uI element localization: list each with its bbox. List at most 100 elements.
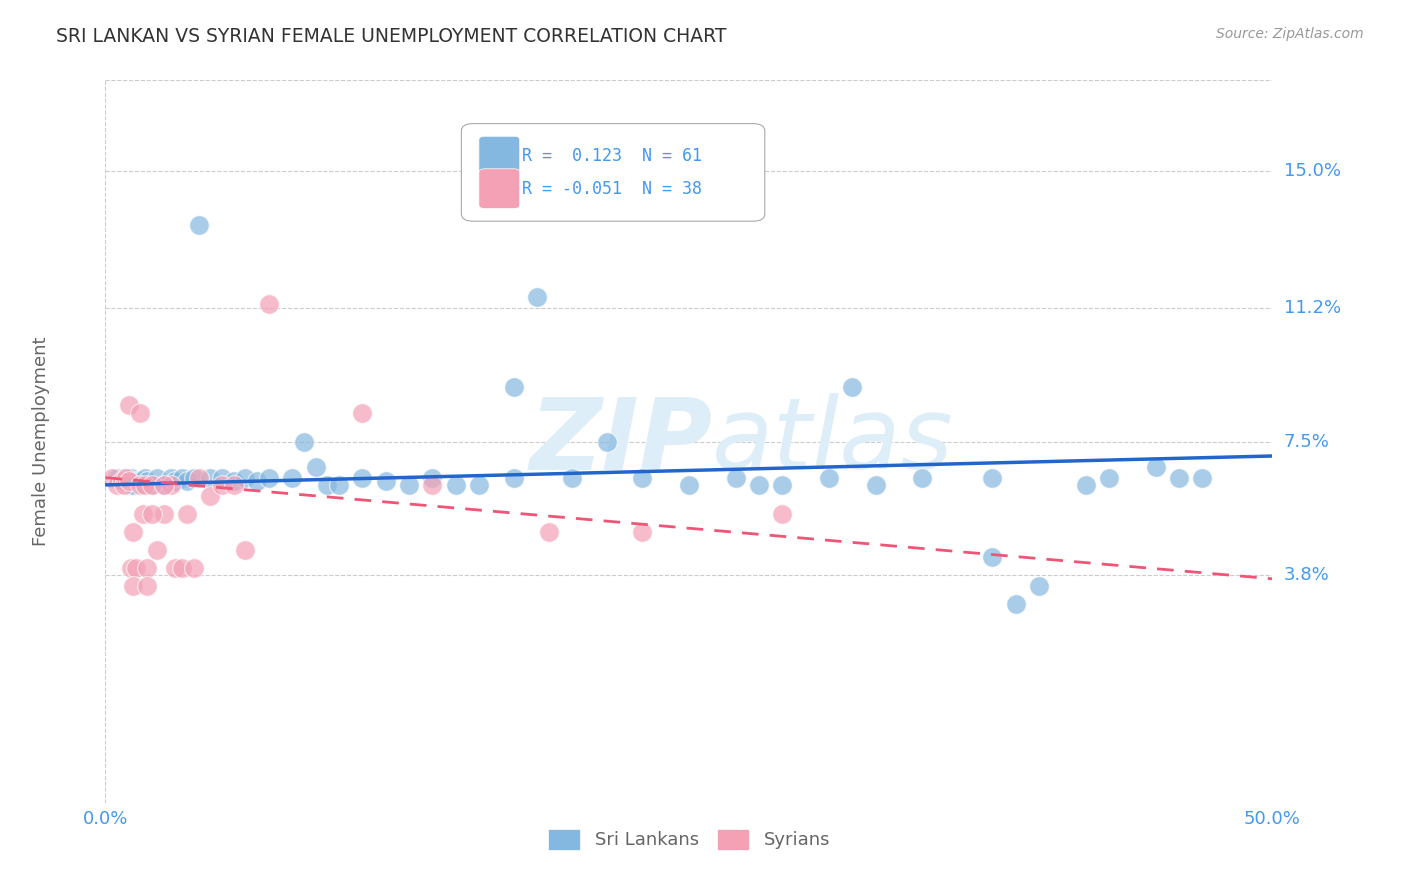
Point (1074, 478, 1097, 492)
Point (748, 478, 770, 492)
Point (111, 475, 134, 489)
Point (125, 561, 148, 575)
Point (120, 470, 142, 484)
Point (101, 470, 124, 484)
Point (153, 507, 174, 521)
Point (200, 489, 222, 503)
Point (141, 478, 163, 492)
Point (235, 542, 257, 557)
Point (105, 478, 128, 492)
Point (146, 470, 169, 484)
Point (115, 470, 138, 484)
Point (111, 475, 134, 489)
FancyBboxPatch shape (461, 124, 765, 221)
Point (118, 478, 141, 492)
Point (129, 406, 152, 420)
Point (1004, 597, 1026, 611)
Point (153, 478, 174, 492)
Point (141, 478, 163, 492)
Point (122, 524, 145, 539)
Point (468, 478, 491, 492)
Point (257, 297, 280, 311)
Text: 3.8%: 3.8% (1284, 566, 1329, 584)
Point (1144, 459, 1167, 474)
Point (374, 475, 396, 489)
Point (211, 470, 233, 484)
Point (292, 434, 315, 449)
Point (981, 550, 1004, 565)
Point (503, 380, 526, 394)
Point (153, 478, 174, 492)
Point (122, 478, 145, 492)
Point (146, 542, 169, 557)
Point (1168, 470, 1191, 484)
Text: 15.0%: 15.0% (1284, 161, 1340, 179)
Point (420, 478, 443, 492)
Point (120, 561, 142, 575)
Point (631, 470, 654, 484)
Point (561, 470, 583, 484)
Point (105, 470, 128, 484)
Text: SRI LANKAN VS SYRIAN FEMALE UNEMPLOYMENT CORRELATION CHART: SRI LANKAN VS SYRIAN FEMALE UNEMPLOYMENT… (56, 27, 727, 45)
Point (503, 470, 526, 484)
Point (183, 470, 205, 484)
Point (159, 470, 181, 484)
Point (187, 218, 209, 232)
Point (187, 470, 209, 484)
Point (235, 470, 257, 484)
Point (724, 470, 747, 484)
Point (136, 475, 159, 489)
Text: R =  0.123  N = 61: R = 0.123 N = 61 (522, 147, 702, 165)
Point (316, 478, 339, 492)
Point (112, 470, 135, 484)
Point (112, 478, 135, 492)
Point (115, 475, 138, 489)
Point (818, 470, 841, 484)
Point (352, 406, 374, 420)
Text: atlas: atlas (713, 393, 953, 490)
Point (134, 478, 156, 492)
Point (125, 475, 148, 489)
Point (136, 579, 159, 593)
Point (211, 478, 233, 492)
Point (526, 290, 548, 304)
Point (841, 380, 863, 394)
Point (118, 475, 141, 489)
Point (911, 470, 934, 484)
Point (172, 470, 194, 484)
Point (1098, 470, 1121, 484)
Point (246, 475, 269, 489)
Point (865, 478, 887, 492)
FancyBboxPatch shape (479, 136, 520, 176)
Text: R = -0.051  N = 38: R = -0.051 N = 38 (522, 179, 702, 198)
Point (328, 478, 350, 492)
Point (304, 459, 326, 474)
Point (136, 561, 159, 575)
Point (420, 470, 443, 484)
Point (596, 434, 619, 449)
Point (172, 561, 194, 575)
Point (281, 470, 304, 484)
Point (981, 470, 1004, 484)
Point (537, 524, 560, 539)
Text: Female Unemployment: Female Unemployment (32, 337, 51, 546)
FancyBboxPatch shape (479, 169, 520, 209)
Point (200, 470, 222, 484)
Point (444, 478, 467, 492)
Point (132, 507, 155, 521)
Point (1191, 470, 1213, 484)
Point (122, 579, 145, 593)
Point (165, 475, 187, 489)
Point (678, 478, 700, 492)
Text: ZIP: ZIP (529, 393, 713, 490)
Point (165, 561, 187, 575)
Point (631, 524, 654, 539)
Text: 7.5%: 7.5% (1284, 433, 1330, 450)
Point (134, 470, 156, 484)
Point (129, 478, 152, 492)
Point (176, 507, 198, 521)
Point (141, 507, 163, 521)
Text: 11.2%: 11.2% (1284, 299, 1341, 317)
Point (770, 478, 793, 492)
Point (132, 478, 155, 492)
